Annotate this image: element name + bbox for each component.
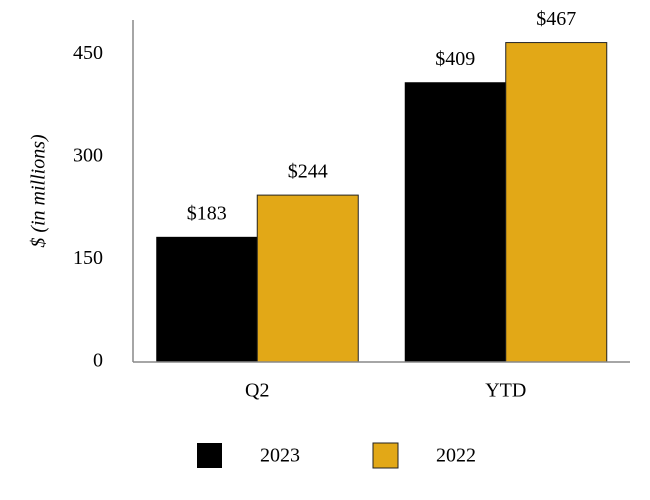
y-tick-label: 150: [73, 247, 103, 269]
x-tick-label: YTD: [485, 380, 526, 402]
value-label: $409: [435, 48, 475, 70]
bar: [156, 236, 258, 362]
y-axis-label: $ (in millions): [28, 134, 50, 248]
y-tick-label: 300: [73, 144, 103, 166]
bar: [256, 194, 359, 363]
legend-label: 2022: [436, 445, 476, 467]
y-tick-label: 0: [93, 350, 103, 372]
value-label: $183: [187, 202, 227, 224]
y-tick-label: 450: [73, 42, 103, 64]
legend-label: 2023: [260, 445, 300, 467]
value-label: $467: [536, 8, 576, 30]
bar: [404, 82, 506, 362]
bar: [505, 42, 608, 363]
value-label: $244: [288, 161, 328, 183]
x-tick-label: Q2: [245, 380, 269, 402]
legend-swatch: [372, 442, 399, 469]
legend-swatch: [197, 443, 222, 468]
